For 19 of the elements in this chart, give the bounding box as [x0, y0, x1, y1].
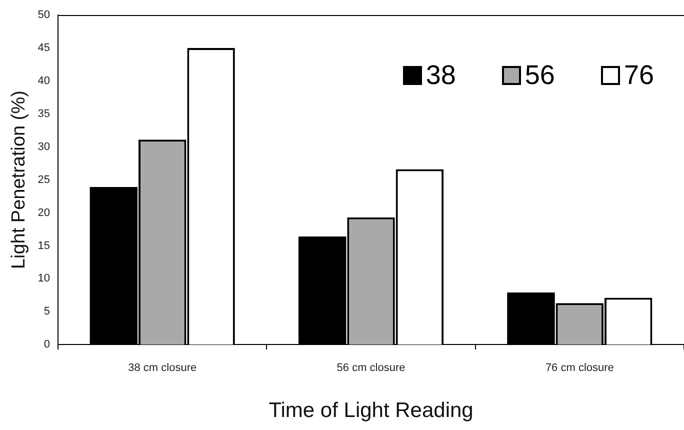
y-tick-label: 5: [44, 306, 50, 318]
legend-label: 38: [426, 60, 456, 91]
legend-label: 76: [624, 60, 654, 91]
y-tick-label: 45: [38, 42, 50, 54]
y-tick-label: 15: [38, 240, 50, 252]
y-tick-label: 35: [38, 108, 50, 120]
x-tick-label: 38 cm closure: [128, 362, 197, 374]
y-tick-label: 50: [38, 9, 50, 22]
legend-label: 56: [524, 60, 555, 91]
x-tick-label: 56 cm closure: [336, 362, 406, 374]
y-tick-label: 0: [44, 338, 50, 351]
x-axis-title: Time of Light Reading: [268, 399, 474, 422]
y-axis-title: Light Penetration (%): [8, 90, 30, 270]
y-tick-label: 30: [38, 140, 50, 153]
y-tick-label: 25: [38, 174, 50, 186]
x-tick-label: 76 cm closure: [545, 362, 614, 374]
y-tick-label: 20: [38, 206, 50, 219]
y-tick-label: 10: [38, 272, 50, 285]
y-tick-label: 40: [38, 74, 50, 87]
